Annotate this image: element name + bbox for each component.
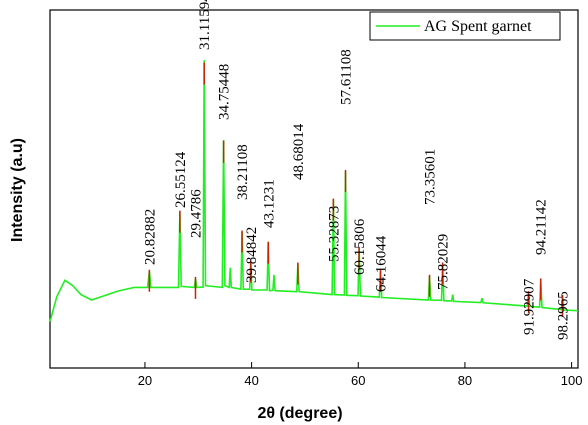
x-tick-label: 20 xyxy=(138,373,152,388)
peak-label: 38.21108 xyxy=(235,144,251,200)
x-tick-label: 100 xyxy=(561,373,583,388)
peak-label: 26.55124 xyxy=(173,151,189,208)
peak-label: 75.82029 xyxy=(436,234,452,290)
x-tick-label: 40 xyxy=(244,373,258,388)
x-axis-label: 2θ (degree) xyxy=(257,405,342,422)
peak-label: 55.32873 xyxy=(326,206,342,262)
x-tick-label: 80 xyxy=(458,373,472,388)
peak-label: 91.92907 xyxy=(522,278,538,335)
data-line xyxy=(49,60,579,322)
peak-label: 31.11594 xyxy=(197,0,213,50)
peak-label: 57.61108 xyxy=(339,49,355,105)
peak-label: 98.2965 xyxy=(556,291,572,340)
peak-label: 60.15806 xyxy=(352,218,368,275)
peak-label: 39.84842 xyxy=(244,227,260,283)
peak-label: 48.68014 xyxy=(291,123,307,180)
peak-label: 73.35601 xyxy=(422,149,438,205)
peak-label: 20.82882 xyxy=(142,209,158,265)
peak-label: 34.75448 xyxy=(217,64,233,120)
peak-label: 29.4786 xyxy=(188,189,204,238)
x-tick-label: 60 xyxy=(351,373,365,388)
peak-label: 64.16044 xyxy=(373,235,389,292)
y-axis-label: Intensity (a.u) xyxy=(9,138,26,242)
plot-frame xyxy=(49,9,579,369)
peak-label: 43.1231 xyxy=(261,179,277,228)
legend-label: AG Spent garnet xyxy=(424,18,532,35)
peak-label: 94.21142 xyxy=(534,199,550,255)
